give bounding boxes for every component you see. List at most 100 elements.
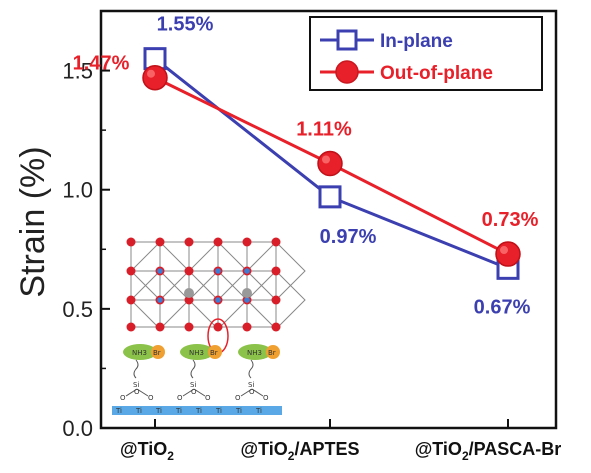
o-label: O [249, 388, 255, 396]
o-label: O [191, 388, 197, 396]
metal-atom [244, 297, 250, 303]
halide-atom [271, 295, 281, 305]
o-label: O [120, 394, 126, 402]
ammonium-group [180, 344, 214, 360]
metal-atom [157, 268, 163, 274]
o-label: O [148, 394, 154, 402]
halide-atom [213, 237, 223, 247]
metal-atom [215, 268, 221, 274]
bromide-atom [208, 345, 222, 359]
y-tick-label: 0.0 [62, 416, 93, 441]
alkyl-chain [248, 359, 254, 379]
x-category-label: @TiO2/APTES [241, 439, 360, 463]
o-label: O [235, 394, 241, 402]
halide-atom [271, 322, 281, 332]
si-label: Si [190, 381, 196, 389]
halide-atom [126, 295, 136, 305]
ti-label: Ti [235, 407, 242, 415]
y-tick-label: 1.0 [62, 178, 93, 203]
x-category-label: @TiO2/PASCA-Br [415, 439, 562, 463]
ti-label: Ti [135, 407, 142, 415]
br-label: Br [268, 349, 276, 357]
legend: In-plane Out-of-plane [309, 16, 543, 91]
ammonium-group [123, 344, 157, 360]
plot-frame [99, 9, 558, 430]
data-label: 1.47% [73, 53, 130, 75]
x-axis-ticks: @TiO2 @TiO2/APTES @TiO2/PASCA-Br [120, 419, 561, 463]
br-label: Br [153, 349, 161, 357]
metal-atom [244, 268, 250, 274]
data-label: 0.97% [320, 226, 377, 248]
legend-marker-in-plane [336, 29, 358, 51]
a-site-cation [184, 288, 194, 298]
halide-atom [184, 237, 194, 247]
x-category-label: @TiO2 [120, 439, 174, 463]
br-label: Br [210, 349, 218, 357]
data-point-highlight [500, 246, 508, 255]
si-label: Si [133, 381, 139, 389]
halide-atom [213, 322, 223, 332]
nh3-label: NH3 [132, 349, 147, 357]
bromide-atom [151, 345, 165, 359]
data-label: 1.11% [296, 119, 352, 141]
o-label: O [205, 394, 211, 402]
halide-atom [184, 322, 194, 332]
data-point-highlight [147, 69, 155, 78]
ti-label: Ti [215, 407, 222, 415]
bond [136, 388, 149, 397]
y-axis-label: Strain (%) [14, 146, 52, 297]
halide-atom [126, 237, 136, 247]
data-label: 0.67% [474, 296, 531, 318]
y-tick-label: 1.5 [62, 59, 93, 84]
a-site-cation [242, 288, 252, 298]
data-label: 1.55% [157, 14, 214, 36]
si-label: Si [248, 381, 254, 389]
metal-atom [215, 297, 221, 303]
data-point-in-plane [318, 185, 342, 209]
data-point-out-of-plane [495, 241, 521, 267]
o-label: O [263, 394, 269, 402]
halide-atom [126, 322, 136, 332]
tio2-substrate [112, 406, 282, 415]
bond [251, 388, 264, 397]
halide-atom [242, 322, 252, 332]
ti-label: Ti [175, 407, 182, 415]
bond [182, 388, 195, 397]
halide-atom [271, 237, 281, 247]
bromide-atom [266, 345, 280, 359]
nh3-label: NH3 [247, 349, 262, 357]
legend-label-out-of-plane: Out-of-plane [380, 63, 493, 84]
halide-atom [126, 266, 136, 276]
data-point-out-of-plane [317, 150, 343, 177]
alkyl-chain [190, 359, 196, 379]
bond [193, 388, 206, 397]
ti-label: Ti [255, 407, 262, 415]
o-label: O [134, 388, 140, 396]
halide-atom [184, 295, 194, 305]
legend-label-in-plane: In-plane [380, 31, 453, 52]
data-point-out-of-plane [142, 64, 168, 91]
ti-label: Ti [155, 407, 162, 415]
halide-atom [242, 237, 252, 247]
metal-atom [157, 297, 163, 303]
nh3-label: NH3 [189, 349, 204, 357]
alkyl-chain [133, 359, 139, 379]
bond [125, 388, 138, 397]
bond [240, 388, 253, 397]
ammonium-group [238, 344, 272, 360]
halide-atom [271, 266, 281, 276]
halide-atom [155, 322, 165, 332]
data-label: 0.73% [482, 209, 539, 231]
legend-marker-out-of-plane [335, 60, 359, 84]
data-point-highlight [322, 155, 330, 164]
ti-label: Ti [115, 407, 122, 415]
y-tick-label: 0.5 [62, 297, 93, 322]
y-axis-ticks: 0.0 0.5 1.0 1.5 [62, 59, 110, 441]
halide-atom [155, 237, 165, 247]
o-label: O [177, 394, 183, 402]
halide-atom [184, 266, 194, 276]
ti-label: Ti [195, 407, 202, 415]
series-layer: 1.55% 0.97% 0.67% 1.47% 1.11% 0.73% [73, 14, 539, 319]
